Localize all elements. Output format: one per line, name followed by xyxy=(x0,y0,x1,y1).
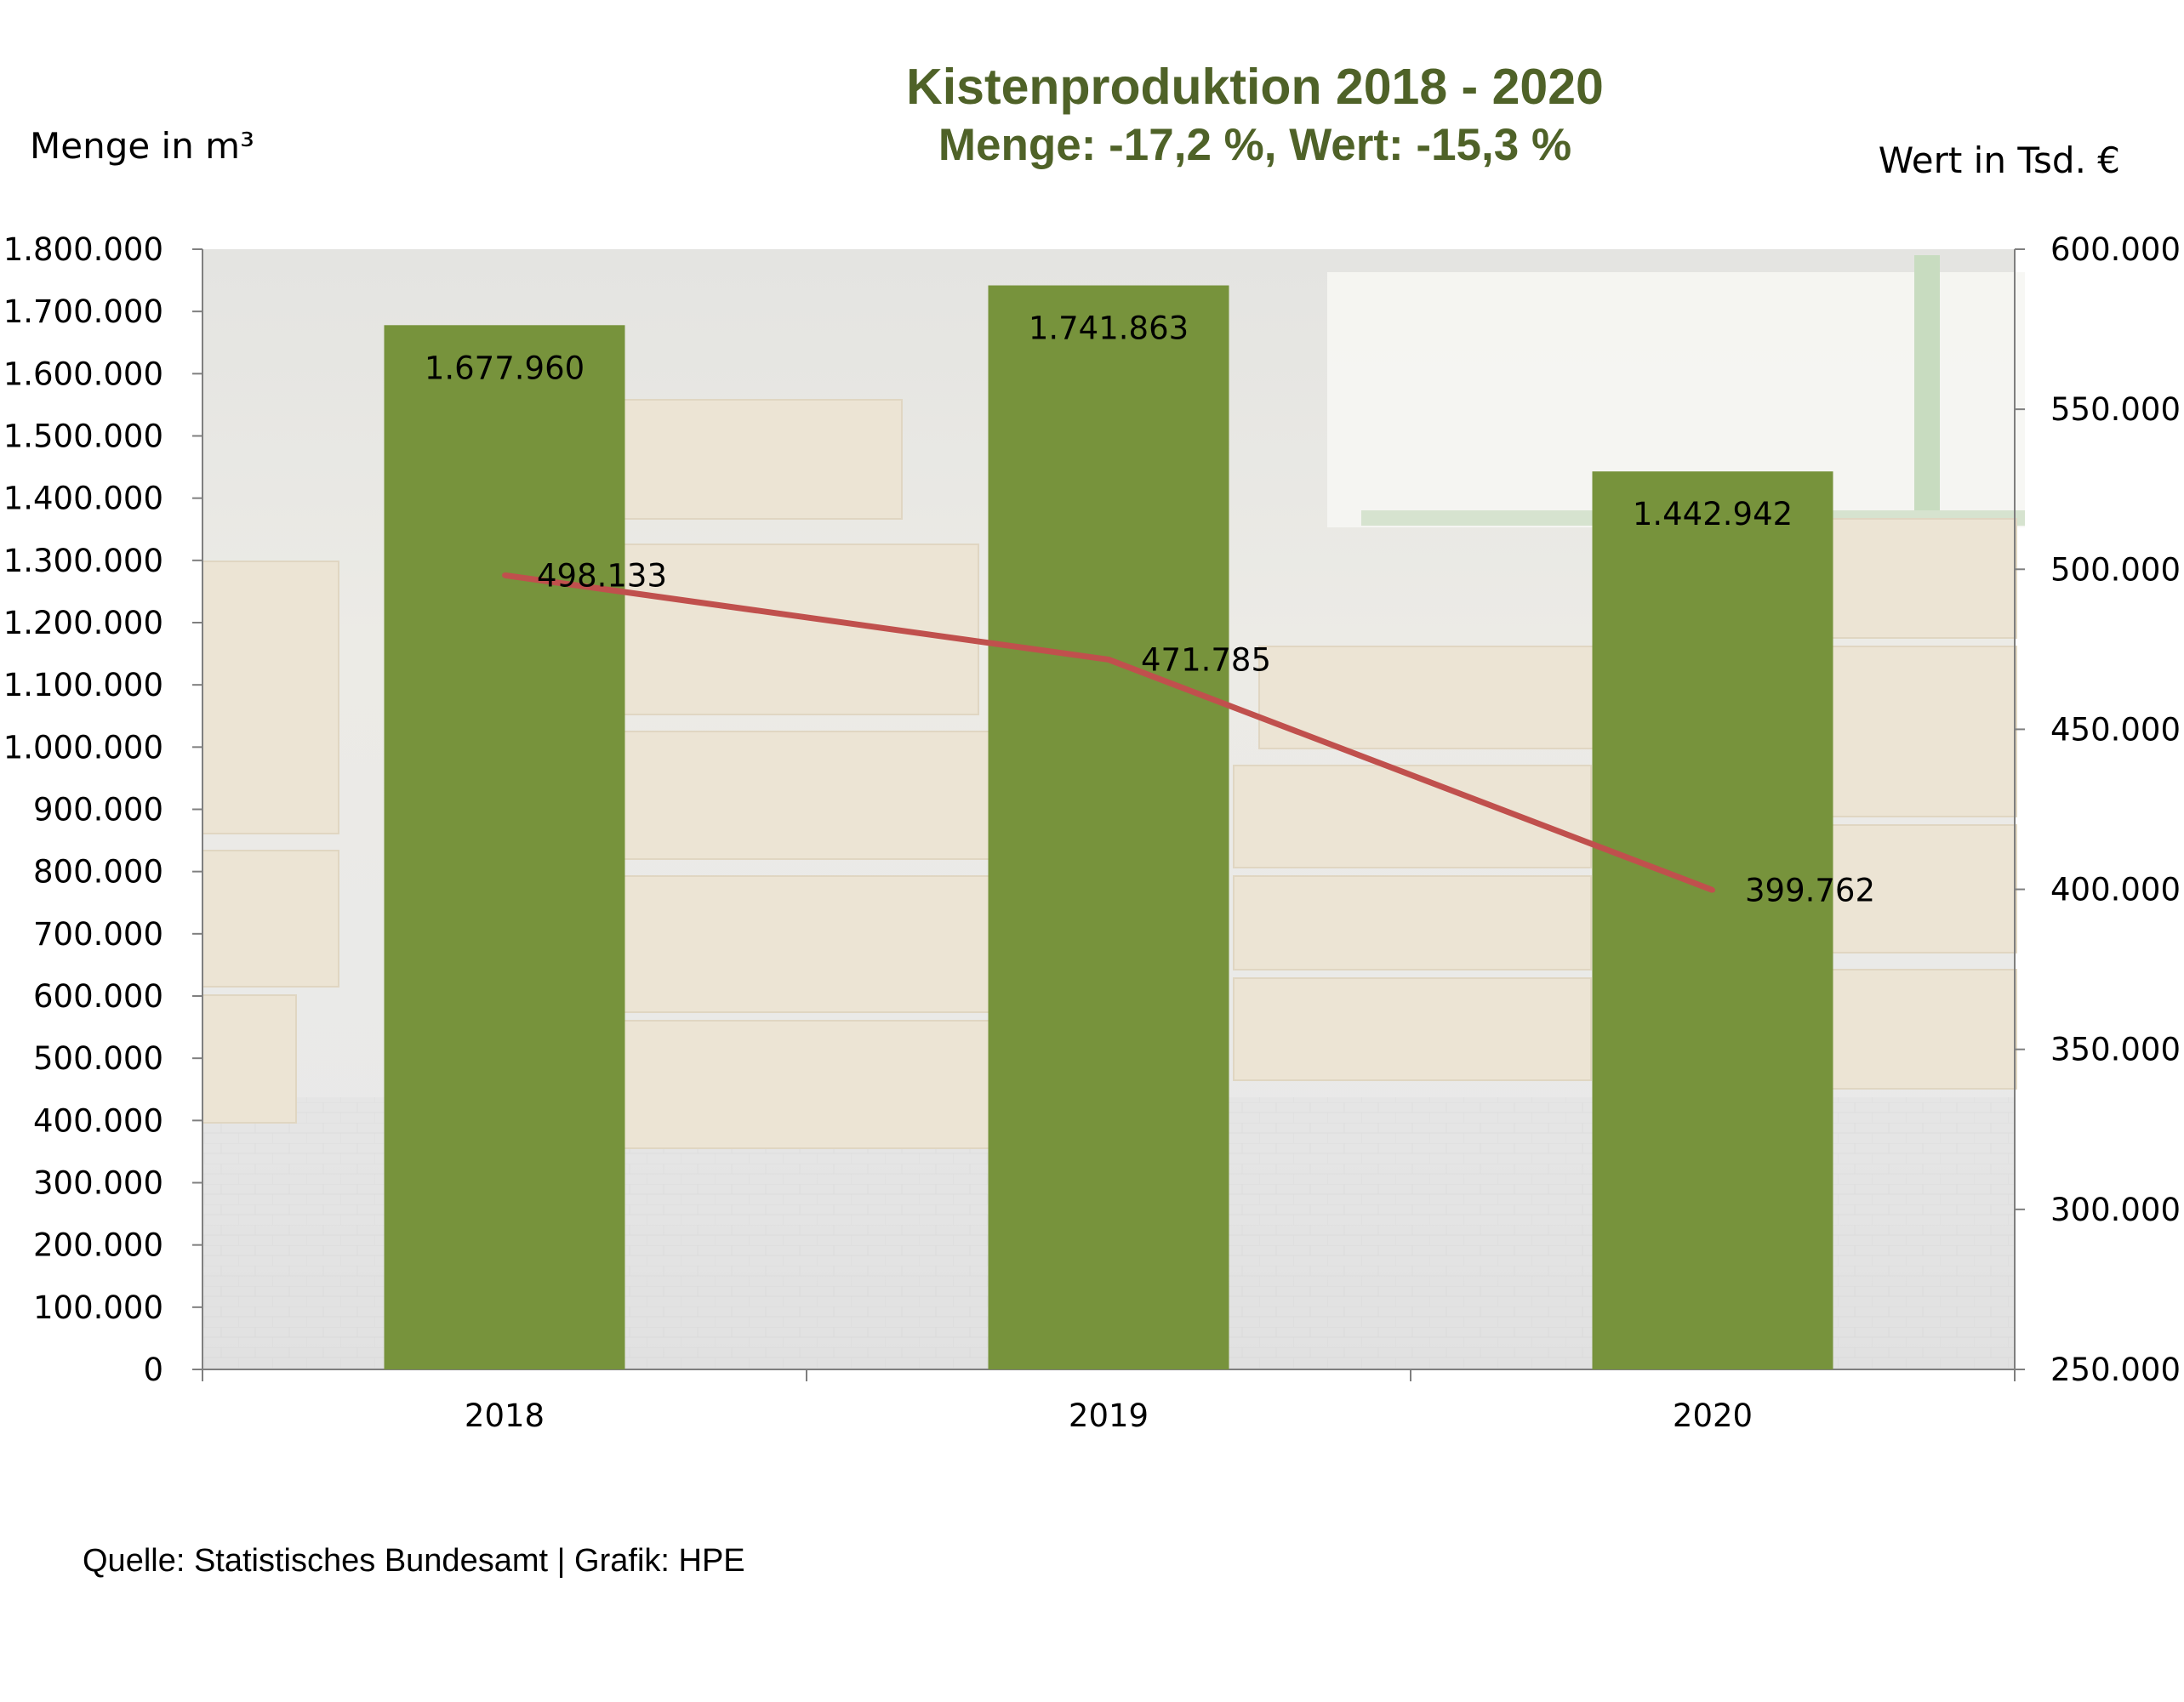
line-series xyxy=(502,572,1715,893)
right-tick-label: 250.000 xyxy=(2050,1352,2181,1388)
left-tick-label: 1.400.000 xyxy=(3,481,163,517)
right-tick-label: 350.000 xyxy=(2050,1032,2181,1068)
left-tick-label: 600.000 xyxy=(33,978,163,1015)
bar xyxy=(384,325,625,1369)
right-tick-label: 500.000 xyxy=(2050,551,2181,588)
left-tick-label: 1.000.000 xyxy=(3,729,163,766)
source-note: Quelle: Statistisches Bundesamt | Grafik… xyxy=(83,1543,745,1579)
axes: 0 100.000 200.000 300.000 400.000 500.000 600.… xyxy=(3,231,2181,1434)
left-tick-label: 0 xyxy=(143,1352,163,1388)
line-value-label: 498.133 xyxy=(537,557,667,594)
left-tick-label: 1.700.000 xyxy=(3,293,163,330)
left-tick-label: 700.000 xyxy=(33,916,163,953)
left-tick-label: 1.200.000 xyxy=(3,605,163,641)
bar-series xyxy=(384,285,1833,1370)
chart-title: Kistenproduktion 2018 - 2020 xyxy=(906,59,1604,115)
line-value-label: 471.785 xyxy=(1141,641,1271,678)
x-tick-label: 2020 xyxy=(1673,1397,1753,1434)
right-axis-title: Wert in Tsd. € xyxy=(1879,139,2120,181)
bar-value-label: 1.442.942 xyxy=(1633,496,1793,532)
bar-value-label: 1.741.863 xyxy=(1029,310,1189,347)
left-tick-label: 300.000 xyxy=(33,1165,163,1202)
left-tick-label: 400.000 xyxy=(33,1102,163,1139)
chart-subtitle: Menge: -17,2 %, Wert: -15,3 % xyxy=(938,120,1571,170)
line-point xyxy=(1106,657,1111,663)
left-tick-label: 200.000 xyxy=(33,1227,163,1264)
left-tick-label: 1.100.000 xyxy=(3,667,163,703)
data-labels: 1.677.960 1.741.863 1.442.942 498.133 471.78… xyxy=(425,310,1875,909)
right-tick-label: 300.000 xyxy=(2050,1192,2181,1228)
right-tick-label: 400.000 xyxy=(2050,872,2181,908)
bar xyxy=(1592,471,1833,1369)
right-tick-label: 600.000 xyxy=(2050,231,2181,268)
right-tick-label: 450.000 xyxy=(2050,711,2181,748)
line-point xyxy=(502,572,507,578)
left-tick-label: 100.000 xyxy=(33,1289,163,1326)
bar xyxy=(988,285,1229,1370)
left-tick-label: 1.300.000 xyxy=(3,543,163,579)
left-tick-label: 800.000 xyxy=(33,854,163,891)
left-tick-label: 900.000 xyxy=(33,792,163,828)
x-tick-label: 2019 xyxy=(1069,1397,1149,1434)
line-value-label: 399.762 xyxy=(1745,872,1875,908)
left-tick-label: 1.600.000 xyxy=(3,356,163,392)
left-axis-title: Menge in m³ xyxy=(30,125,254,167)
left-tick-label: 1.800.000 xyxy=(3,231,163,268)
bar-value-label: 1.677.960 xyxy=(425,350,584,386)
x-tick-label: 2018 xyxy=(465,1397,545,1434)
left-tick-label: 500.000 xyxy=(33,1040,163,1077)
right-tick-label: 550.000 xyxy=(2050,391,2181,428)
left-tick-label: 1.500.000 xyxy=(3,418,163,455)
line-point xyxy=(1710,887,1715,893)
